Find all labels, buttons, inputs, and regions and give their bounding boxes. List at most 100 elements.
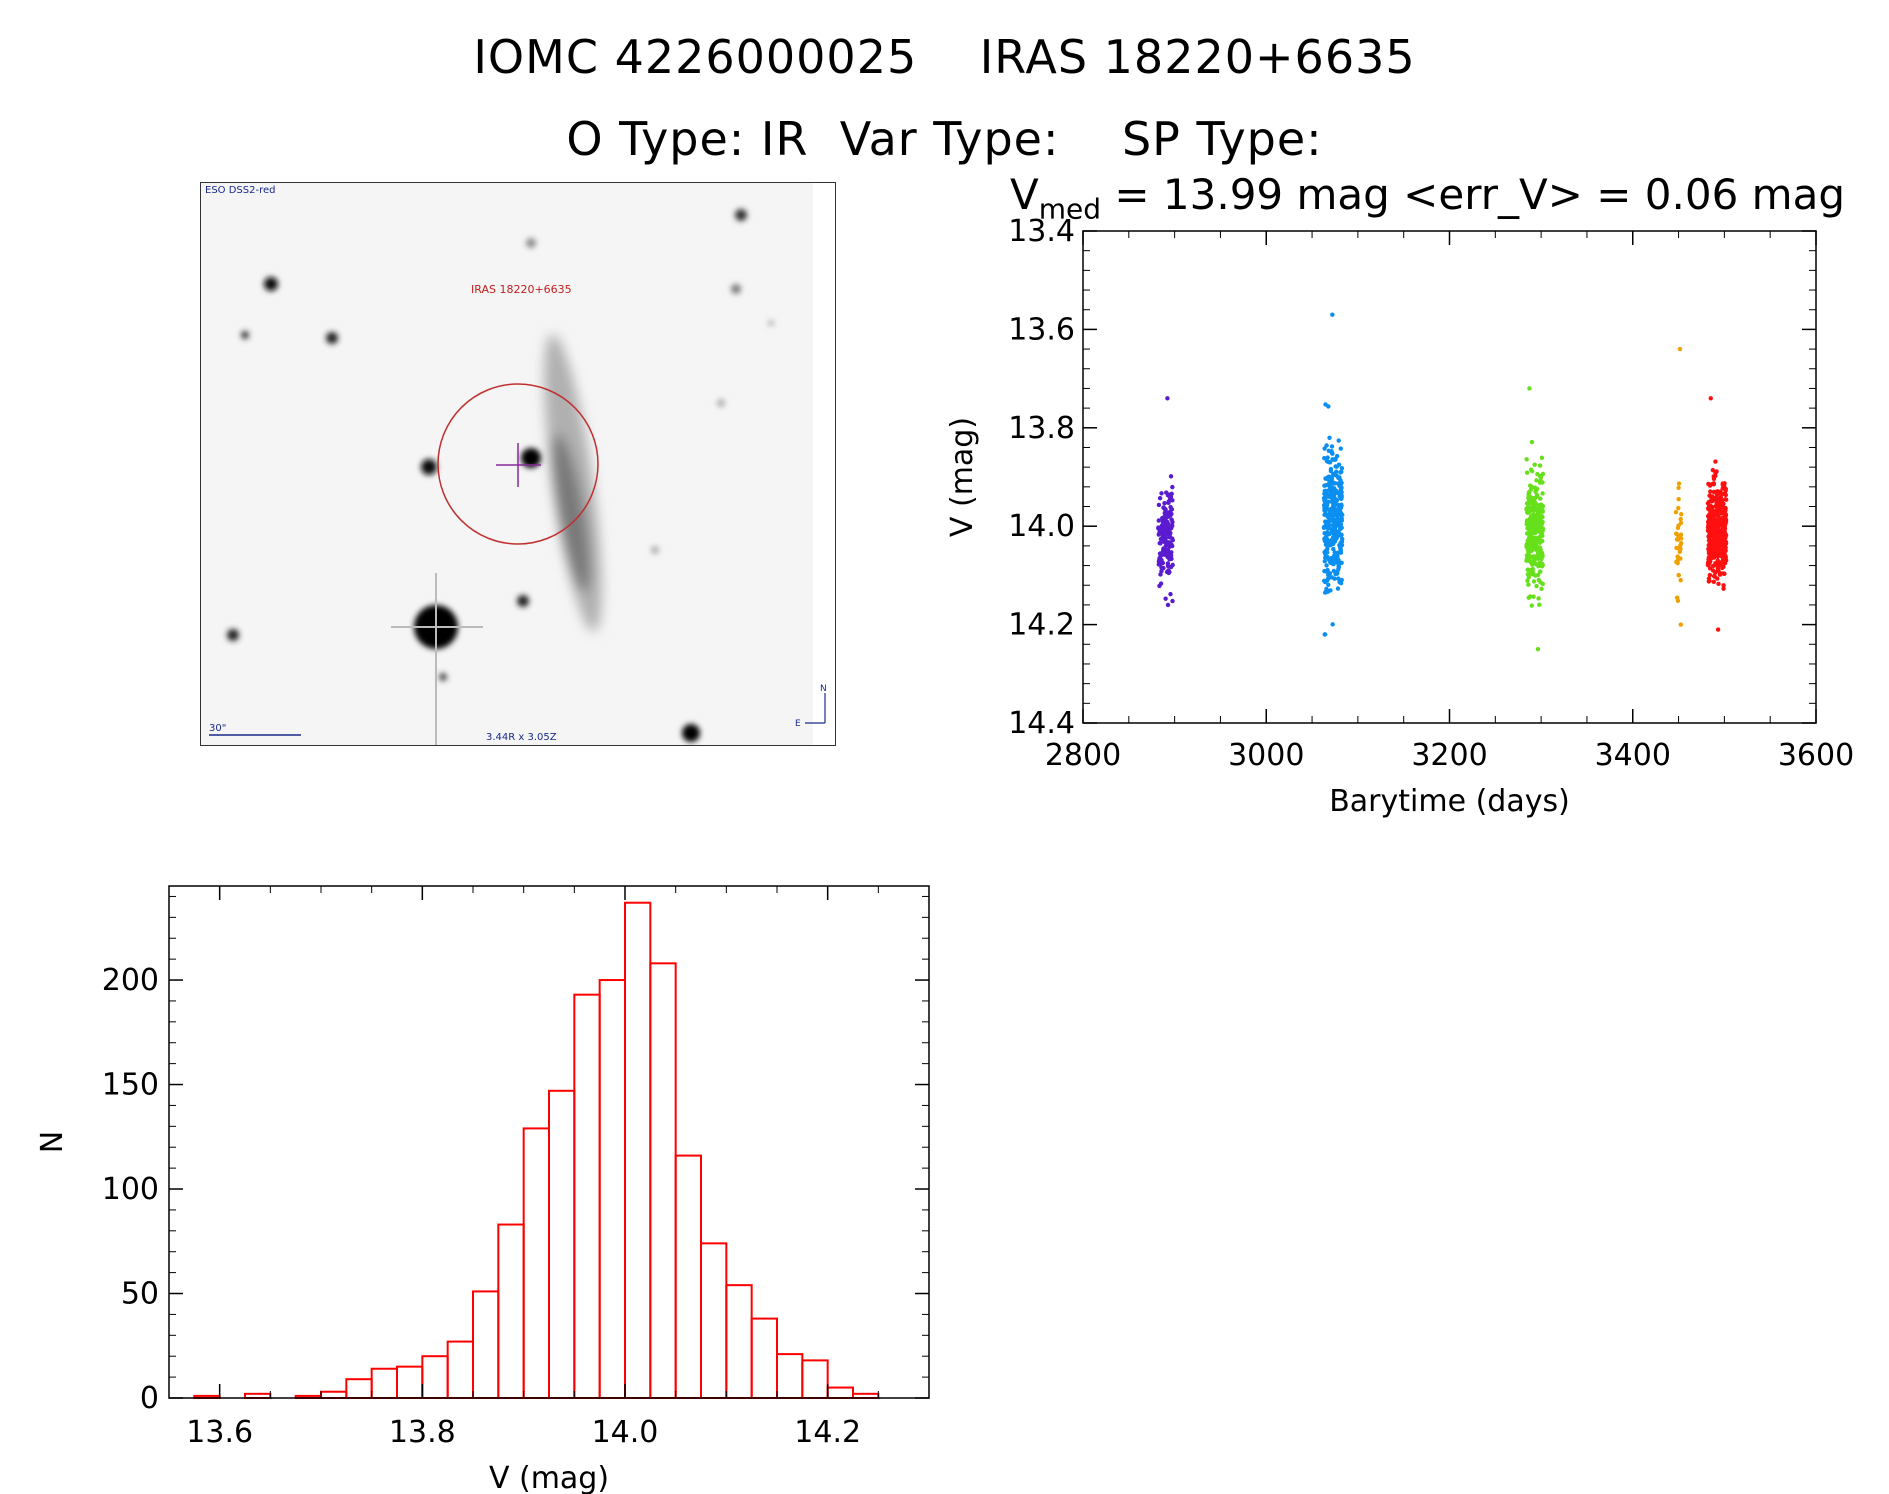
lc-point xyxy=(1337,579,1342,585)
lc-point xyxy=(1677,346,1683,352)
histogram-bar xyxy=(320,1390,348,1399)
lc-point xyxy=(1678,578,1683,583)
hist-y-tick-label: 200 xyxy=(102,963,159,998)
lc-point xyxy=(1538,513,1543,518)
lc-y-axis-label: V (mag) xyxy=(945,417,980,537)
lc-point xyxy=(1721,571,1727,576)
lc-point xyxy=(1326,525,1331,531)
lc-point xyxy=(1335,554,1340,559)
lc-point xyxy=(1706,514,1711,519)
lc-point xyxy=(1326,448,1332,454)
lc-point xyxy=(1707,572,1713,578)
edge-on-galaxy xyxy=(544,334,602,632)
hist-y-tick-label: 150 xyxy=(102,1068,159,1103)
hist-y-tick-label: 100 xyxy=(102,1172,159,1207)
lc-point xyxy=(1719,518,1724,523)
lc-point xyxy=(1676,485,1681,491)
lc-point xyxy=(1328,493,1333,498)
lc-point xyxy=(1708,396,1713,401)
lc-point xyxy=(1525,572,1531,577)
lc-point xyxy=(1335,550,1341,555)
histogram-bar xyxy=(396,1365,424,1400)
lc-point xyxy=(1327,435,1332,441)
hist-x-tick-label: 13.6 xyxy=(186,1415,253,1450)
lc-point xyxy=(1170,484,1175,490)
lc-point xyxy=(1323,555,1328,561)
lc-point xyxy=(1337,507,1342,513)
lc-point xyxy=(1540,491,1545,496)
lc-point xyxy=(1323,550,1328,556)
lc-point xyxy=(1533,529,1538,534)
lc-point xyxy=(1529,603,1534,608)
lc-point xyxy=(1332,500,1337,506)
histogram-bar xyxy=(548,1089,576,1400)
lc-point xyxy=(1335,586,1341,591)
lc-point xyxy=(1715,489,1720,494)
lc-point xyxy=(1534,478,1539,483)
lc-point xyxy=(1529,560,1534,565)
lc-point xyxy=(1533,501,1538,506)
lc-point xyxy=(1527,386,1532,391)
lc-point xyxy=(1160,519,1166,525)
lc-point xyxy=(1707,493,1712,498)
lc-point xyxy=(1163,515,1169,521)
lc-point xyxy=(1537,474,1543,479)
lc-point xyxy=(1528,537,1533,542)
lc-point xyxy=(1339,542,1345,548)
lc-point xyxy=(1676,572,1681,578)
lc-point xyxy=(1339,469,1344,474)
page-subtitle: O Type: IR Var Type: SP Type: xyxy=(566,112,1323,166)
lc-point xyxy=(1330,622,1335,627)
lc-x-tick-label: 3600 xyxy=(1778,738,1854,773)
lc-point xyxy=(1335,515,1340,521)
lc-point xyxy=(1165,563,1171,569)
lc-point xyxy=(1166,499,1171,504)
lc-point xyxy=(1322,536,1327,541)
lc-x-tick-label: 3400 xyxy=(1595,738,1671,773)
lc-point xyxy=(1325,475,1330,480)
lc-point xyxy=(1170,543,1175,549)
lc-point xyxy=(1326,488,1332,493)
lc-series-2 xyxy=(1524,386,1546,652)
lc-point xyxy=(1722,561,1728,566)
histogram-bar xyxy=(522,1127,551,1400)
histogram-bar xyxy=(573,993,601,1399)
lc-point xyxy=(1333,456,1338,462)
histogram-bar xyxy=(750,1317,779,1400)
lc-point xyxy=(1678,532,1684,537)
lc-point xyxy=(1711,515,1716,521)
lc-point xyxy=(1162,510,1167,516)
lc-y-tick-label: 13.4 xyxy=(1008,214,1075,249)
lc-point xyxy=(1325,567,1330,573)
lc-point xyxy=(1330,312,1335,317)
lc-point xyxy=(1536,564,1541,569)
lc-point xyxy=(1330,451,1335,456)
lc-point xyxy=(1713,459,1718,464)
lc-point xyxy=(1714,469,1719,474)
lc-series-1 xyxy=(1321,312,1345,637)
lc-point xyxy=(1166,492,1171,497)
lc-point xyxy=(1323,509,1328,514)
lc-point xyxy=(1328,538,1333,543)
lc-point xyxy=(1322,455,1327,461)
lc-point xyxy=(1338,495,1343,500)
lc-point xyxy=(1537,535,1542,540)
vmed-values: = 13.99 mag <err_V> = 0.06 mag xyxy=(1101,170,1845,219)
lc-point xyxy=(1710,530,1716,536)
lc-point xyxy=(1534,583,1539,589)
lc-point xyxy=(1711,489,1717,495)
lc-point xyxy=(1163,596,1168,601)
lc-point xyxy=(1532,539,1538,544)
lc-point xyxy=(1536,546,1542,551)
lc-point xyxy=(1335,569,1340,575)
lc-point xyxy=(1525,510,1531,515)
lc-point xyxy=(1339,532,1344,538)
lc-point xyxy=(1538,526,1543,532)
lc-point xyxy=(1329,518,1335,523)
hist-x-axis-label: V (mag) xyxy=(489,1461,609,1494)
lc-point xyxy=(1339,485,1344,490)
lc-point xyxy=(1165,532,1171,537)
hist-y-tick-label: 0 xyxy=(140,1381,159,1416)
lc-point xyxy=(1719,507,1724,512)
lc-point xyxy=(1170,523,1175,528)
